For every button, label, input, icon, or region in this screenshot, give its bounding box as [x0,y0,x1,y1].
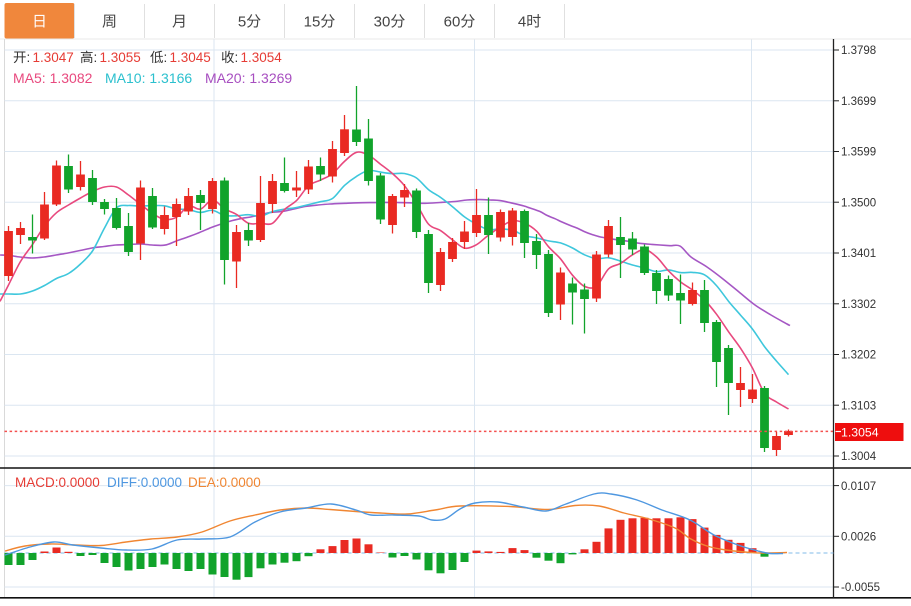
svg-text:1.3699: 1.3699 [841,96,876,108]
svg-text:DEA:0.0000: DEA:0.0000 [188,475,261,490]
svg-text:-0.0055: -0.0055 [841,582,880,594]
svg-text:1: 1 [304,14,312,31]
svg-text:1.3004: 1.3004 [841,451,877,463]
svg-text:4: 4 [518,14,526,31]
svg-text:MACD:0.0000: MACD:0.0000 [15,475,100,490]
svg-text:0.0107: 0.0107 [841,481,876,493]
svg-text::: : [27,50,31,65]
svg-text::: : [164,50,168,65]
svg-text:0.0026: 0.0026 [841,532,876,544]
svg-text:DIFF:0.0000: DIFF:0.0000 [107,475,182,490]
svg-text:0: 0 [382,14,390,31]
svg-text:1.3103: 1.3103 [841,400,876,412]
svg-text:1.3054: 1.3054 [841,425,879,439]
svg-text:1.3047: 1.3047 [33,50,74,65]
svg-text:1.3055: 1.3055 [100,50,141,65]
svg-text:1.3302: 1.3302 [841,299,876,311]
svg-text:1.3202: 1.3202 [841,350,876,362]
svg-text:MA5: 1.3082: MA5: 1.3082 [13,70,93,86]
svg-text:1.3599: 1.3599 [841,147,876,159]
svg-text:1.3401: 1.3401 [841,248,876,260]
svg-text:MA10: 1.3166: MA10: 1.3166 [105,70,192,86]
svg-text:0: 0 [452,14,460,31]
svg-text:1.3045: 1.3045 [170,50,211,65]
svg-text:1.3500: 1.3500 [841,197,876,209]
svg-text::: : [235,50,239,65]
svg-text:5: 5 [312,14,320,31]
svg-text:1.3798: 1.3798 [841,45,876,57]
svg-text:1.3054: 1.3054 [241,50,283,65]
svg-text:MA20: 1.3269: MA20: 1.3269 [205,70,292,86]
svg-text::: : [94,50,98,65]
svg-text:5: 5 [238,14,246,31]
svg-text:6: 6 [444,14,452,31]
svg-text:3: 3 [374,14,382,31]
